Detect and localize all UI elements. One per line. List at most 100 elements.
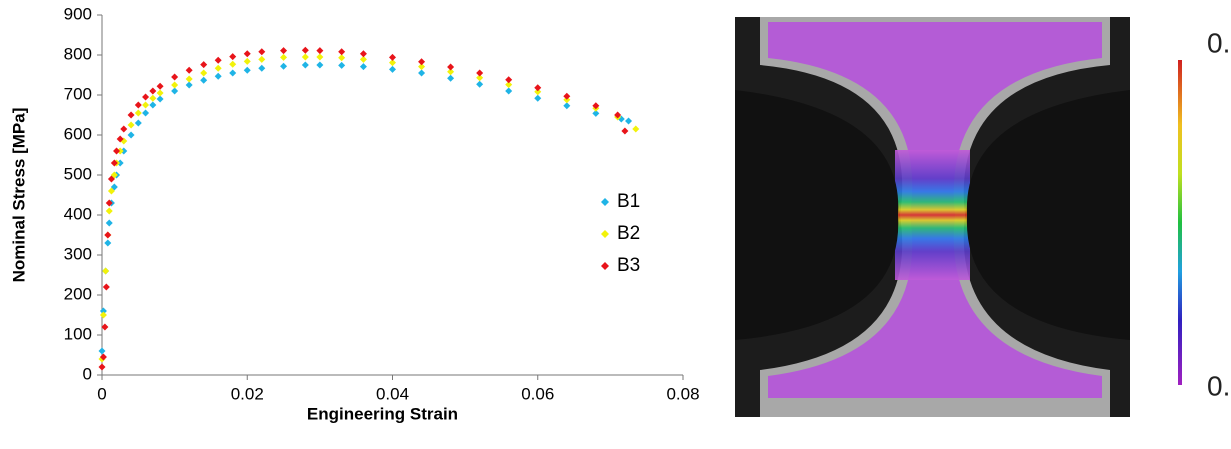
- point: [258, 64, 266, 72]
- point: [120, 125, 128, 133]
- point: [534, 94, 542, 102]
- point: [149, 94, 157, 102]
- point: [389, 53, 396, 61]
- point: [127, 111, 135, 119]
- point: [214, 64, 222, 72]
- point: [476, 69, 484, 77]
- point: [214, 72, 222, 80]
- point: [98, 363, 106, 371]
- point: [476, 80, 484, 88]
- legend-label: B2: [617, 223, 640, 244]
- point: [389, 59, 396, 67]
- point: [476, 74, 484, 82]
- series: [98, 61, 633, 355]
- x-tick-label: 0.06: [521, 384, 554, 403]
- point: [156, 89, 164, 97]
- point: [156, 82, 164, 90]
- y-tick-label: 0: [83, 364, 92, 383]
- point: [316, 47, 324, 55]
- point: [592, 102, 600, 110]
- point: [104, 239, 112, 247]
- point: [142, 93, 150, 101]
- point: [185, 75, 193, 83]
- point: [505, 81, 513, 89]
- legend-marker: [601, 262, 609, 270]
- point: [447, 63, 455, 71]
- point: [171, 87, 179, 95]
- y-tick-label: 600: [64, 124, 92, 143]
- point: [127, 121, 135, 129]
- point: [243, 66, 251, 74]
- y-tick-label: 500: [64, 164, 92, 183]
- colorbar-label: 0.00: [1207, 370, 1231, 401]
- point: [113, 147, 121, 155]
- point: [107, 175, 115, 183]
- point: [338, 48, 346, 56]
- point: [105, 199, 113, 207]
- point: [614, 111, 622, 119]
- y-tick-label: 800: [64, 44, 92, 63]
- point: [447, 74, 455, 82]
- point: [625, 117, 633, 125]
- point: [200, 76, 208, 84]
- point: [156, 95, 164, 103]
- point: [258, 48, 266, 56]
- point: [621, 127, 629, 135]
- point: [258, 55, 266, 63]
- point: [101, 323, 109, 331]
- point: [99, 307, 107, 315]
- point: [338, 61, 346, 69]
- point: [229, 69, 237, 77]
- colorbar: [1178, 60, 1182, 385]
- x-tick-label: 0.04: [376, 384, 409, 403]
- point: [98, 347, 106, 355]
- cutout: [735, 90, 899, 340]
- cutout: [966, 90, 1130, 340]
- point: [185, 66, 193, 74]
- point: [243, 57, 251, 65]
- point: [149, 101, 157, 109]
- x-tick-label: 0.02: [231, 384, 264, 403]
- point: [171, 73, 179, 81]
- point: [280, 53, 288, 61]
- point: [116, 159, 124, 167]
- point: [280, 47, 288, 55]
- point: [134, 101, 142, 109]
- point: [301, 61, 309, 69]
- point: [214, 56, 222, 64]
- point: [243, 50, 251, 58]
- point: [116, 135, 124, 143]
- point: [104, 231, 112, 239]
- point: [229, 53, 237, 61]
- point: [563, 96, 571, 104]
- point: [229, 60, 237, 68]
- point: [505, 76, 513, 84]
- point: [418, 69, 426, 77]
- colorbar-label: 0.60: [1207, 27, 1231, 58]
- point: [105, 219, 113, 227]
- x-tick-label: 0.08: [666, 384, 699, 403]
- point: [280, 62, 288, 70]
- point: [127, 131, 135, 139]
- point: [110, 159, 118, 167]
- legend-marker: [601, 230, 609, 238]
- point: [142, 109, 150, 117]
- point: [99, 311, 107, 319]
- y-tick-label: 100: [64, 324, 92, 343]
- point: [418, 58, 426, 66]
- legend-marker: [601, 198, 609, 206]
- point: [418, 63, 426, 71]
- x-axis-title: Engineering Strain: [307, 404, 458, 423]
- point: [359, 50, 367, 58]
- point: [563, 92, 571, 100]
- point: [134, 109, 142, 117]
- y-tick-label: 900: [64, 4, 92, 23]
- neck-field: [895, 150, 970, 280]
- point: [316, 53, 324, 61]
- point: [316, 61, 324, 69]
- legend-label: B3: [617, 255, 640, 276]
- point: [389, 65, 396, 73]
- y-tick-label: 300: [64, 244, 92, 263]
- point: [171, 81, 179, 89]
